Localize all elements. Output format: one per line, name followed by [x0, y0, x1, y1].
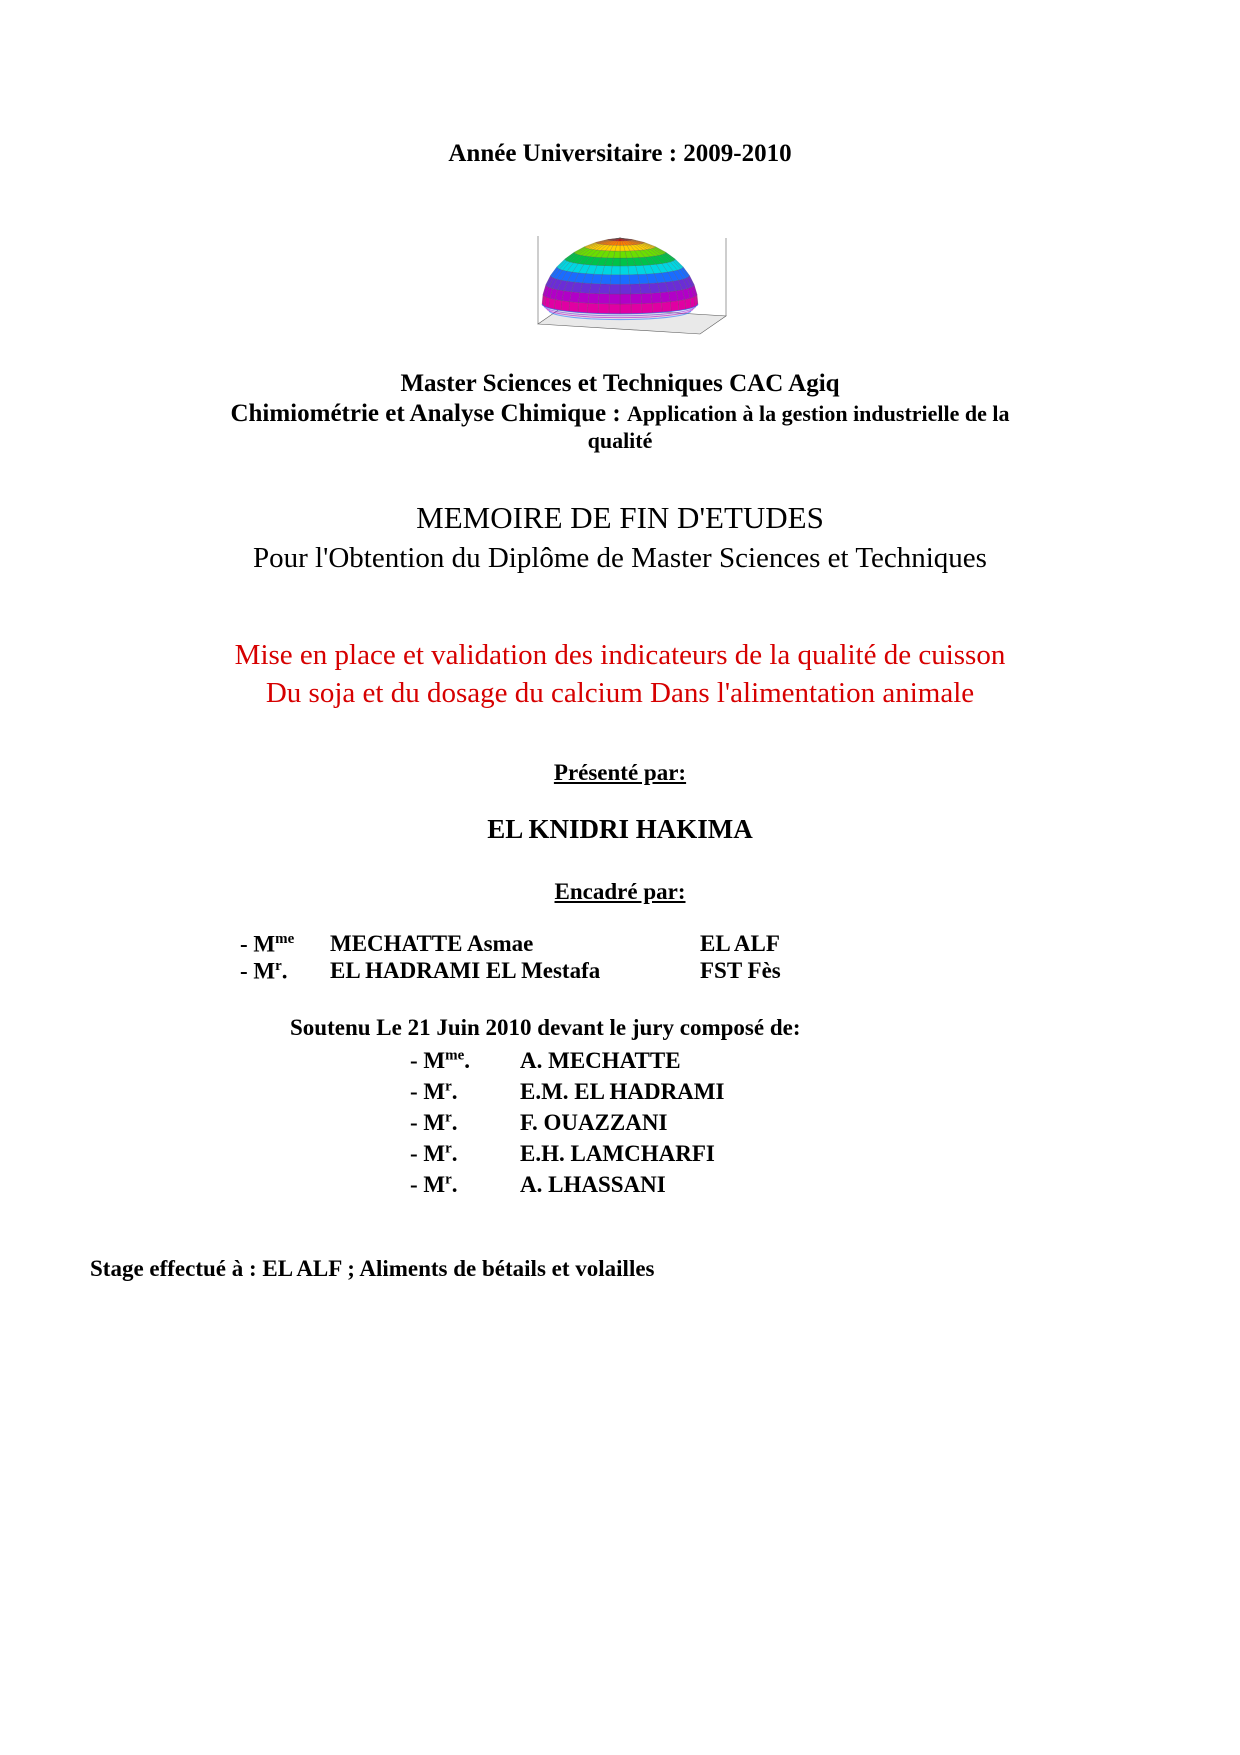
jury-row: - Mr.A. LHASSANI: [410, 1169, 1150, 1200]
jury-name: E.H. LAMCHARFI: [520, 1138, 715, 1169]
program-line2: Chimiométrie et Analyse Chimique : Appli…: [90, 400, 1150, 428]
thesis-title-line2: Du soja et du dosage du calcium Dans l'a…: [266, 677, 974, 709]
supervisor-row: - Mr.EL HADRAMI EL MestafaFST Fès: [240, 958, 1000, 985]
supervisor-row: - MmeMECHATTE AsmaeEL ALF: [240, 931, 1000, 958]
presented-by-label: Présenté par:: [90, 760, 1150, 786]
jury-prefix: - Mr.: [410, 1107, 520, 1138]
jury-row: - Mr.E.H. LAMCHARFI: [410, 1138, 1150, 1169]
author-name: EL KNIDRI HAKIMA: [90, 814, 1150, 845]
surface-plot-container: [90, 196, 1150, 346]
obtention-line: Pour l'Obtention du Diplôme de Master Sc…: [90, 542, 1150, 575]
program-line2-rest: Application à la gestion industrielle de…: [627, 401, 1010, 426]
program-line3: qualité: [90, 428, 1150, 454]
supervisor-affiliation: EL ALF: [700, 931, 780, 958]
jury-block: - Mme.A. MECHATTE- Mr.E.M. EL HADRAMI- M…: [410, 1045, 1150, 1200]
supervised-by-label: Encadré par:: [90, 879, 1150, 905]
jury-row: - Mr.F. OUAZZANI: [410, 1107, 1150, 1138]
thesis-title: Mise en place et validation des indicate…: [90, 637, 1150, 712]
internship-line: Stage effectué à : EL ALF ; Aliments de …: [90, 1256, 1150, 1282]
supervisors-block: - MmeMECHATTE AsmaeEL ALF- Mr.EL HADRAMI…: [240, 931, 1000, 984]
program-line2-bold: Chimiométrie et Analyse Chimique :: [230, 400, 626, 427]
jury-name: E.M. EL HADRAMI: [520, 1076, 724, 1107]
supervisor-prefix: - Mr.: [240, 958, 330, 985]
jury-prefix: - Mr.: [410, 1138, 520, 1169]
jury-name: F. OUAZZANI: [520, 1107, 667, 1138]
jury-row: - Mme.A. MECHATTE: [410, 1045, 1150, 1076]
document-page: Année Universitaire : 2009-2010 Master S…: [0, 0, 1240, 1755]
jury-row: - Mr.E.M. EL HADRAMI: [410, 1076, 1150, 1107]
supervisor-name: MECHATTE Asmae: [330, 931, 700, 958]
surface-plot-icon: [500, 196, 740, 346]
jury-name: A. LHASSANI: [520, 1169, 666, 1200]
academic-year: Année Universitaire : 2009-2010: [90, 140, 1150, 168]
supervisor-prefix: - Mme: [240, 931, 330, 958]
thesis-title-line1: Mise en place et validation des indicate…: [235, 639, 1006, 671]
defense-line: Soutenu Le 21 Juin 2010 devant le jury c…: [290, 1015, 1150, 1041]
supervisor-name: EL HADRAMI EL Mestafa: [330, 958, 700, 985]
jury-prefix: - Mr.: [410, 1169, 520, 1200]
jury-name: A. MECHATTE: [520, 1045, 681, 1076]
program-line1: Master Sciences et Techniques CAC Agiq: [90, 370, 1150, 398]
jury-prefix: - Mme.: [410, 1045, 520, 1076]
jury-prefix: - Mr.: [410, 1076, 520, 1107]
memoire-heading: MEMOIRE DE FIN D'ETUDES: [90, 500, 1150, 536]
supervisor-affiliation: FST Fès: [700, 958, 781, 985]
